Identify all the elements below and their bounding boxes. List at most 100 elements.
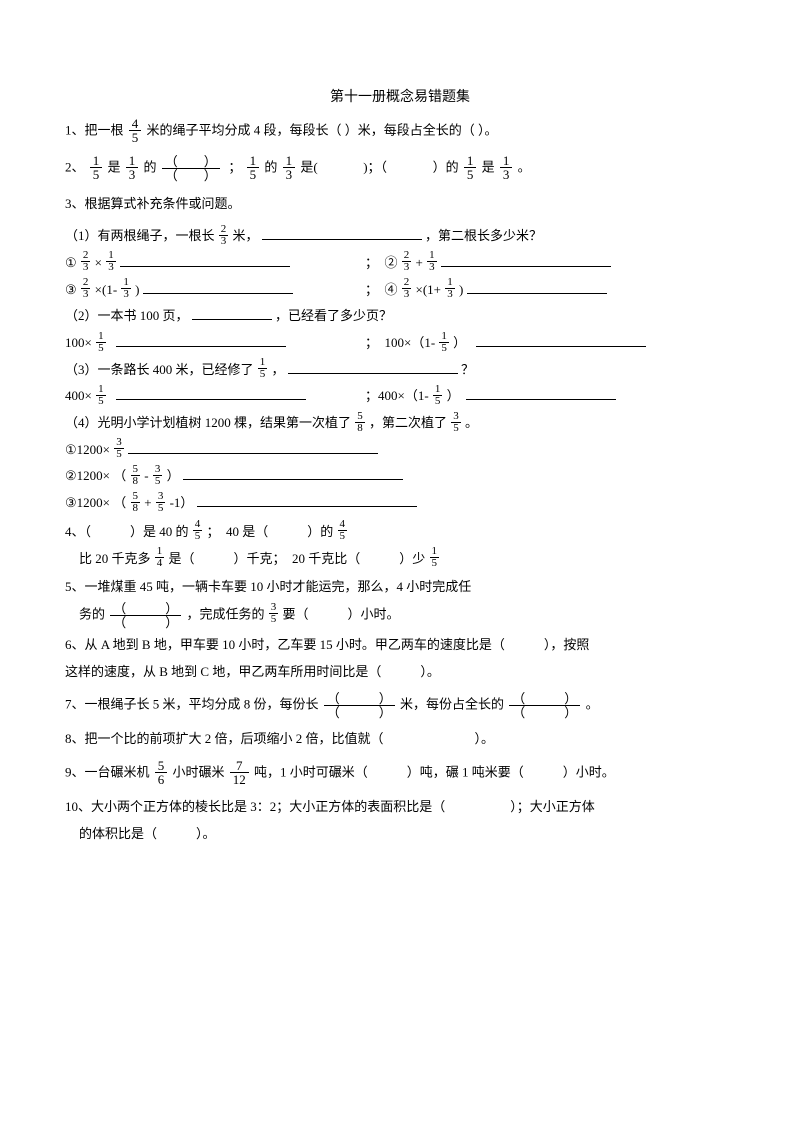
q5-label: 5、一堆煤重 45 吨，一辆卡车要 10 小时才能运完，那么，4 小时完成任 (65, 575, 735, 600)
frac: 15 (258, 357, 268, 380)
q3-row2: ③ 23 ×(1- 13 ) ； ④ 23 ×(1+ 13 ) (65, 278, 735, 303)
q3-s1: （1）有两根绳子，一根长 23 米， ，第二根长多少米？ (65, 224, 735, 249)
question-3: 3、根据算式补充条件或问题。 （1）有两根绳子，一根长 23 米， ，第二根长多… (65, 192, 735, 516)
frac: 35 (153, 464, 163, 487)
page-title: 第十一册概念易错题集 (65, 85, 735, 112)
q2-t1b: 的 (144, 159, 157, 174)
frac: 56 (155, 759, 168, 786)
q7-mid: 米，每份占全长的 (400, 697, 504, 712)
q1-mid: 米的绳子平均分成 4 段，每段长（ (147, 122, 342, 137)
frac: 23 (402, 250, 412, 273)
q3-row4: 400× 15 ；400×（1- 15 ） (65, 384, 735, 409)
q2-frac3: 15 (247, 154, 260, 181)
op: ×(1+ (416, 282, 442, 297)
q4-label: 4、（ ）是 40 的 (65, 524, 189, 539)
q2-frac1: 15 (90, 154, 103, 181)
blank (128, 441, 378, 454)
q2-t2c: )；（ (363, 159, 387, 174)
frac: 13 (445, 277, 455, 300)
question-2: 2、 15 是 13 的 （ ）（ ） ； 15 的 13 是( )；（ ）的 … (65, 155, 735, 182)
q9-label: 9、一台碾米机 (65, 764, 150, 779)
q7-end: 。 (586, 697, 599, 712)
q3-row1: ① 23 × 13 ； ② 23 + 13 (65, 251, 735, 276)
frac: 58 (131, 491, 141, 514)
blank (197, 494, 417, 507)
question-8: 8、把一个比的前项扩大 2 倍，后项缩小 2 倍，比值就（ ）。 (65, 727, 735, 752)
q3-r2a: ③ (65, 282, 77, 297)
blank (262, 227, 422, 240)
q3-s2a: （2）一本书 100 页， (65, 308, 189, 323)
question-7: 7、一根绳子长 5 米，平均分成 8 份，每份长 （ ）（ ） 米，每份占全长的… (65, 692, 735, 719)
q3-r1a: ① (65, 255, 77, 270)
frac: 58 (355, 411, 365, 434)
q3-r1b: ； ② (365, 255, 398, 270)
q4-l2a: 比 20 千克多 (79, 551, 151, 566)
cl: -1） (170, 495, 194, 510)
question-1: 1、把一根 45 米的绳子平均分成 4 段，每段长（ ）米，每段占全长的（ ）。 (65, 118, 735, 145)
q1-mid2: ）米，每段占全长的（ (345, 122, 475, 137)
q10-l2: 的体积比是（ ）。 (65, 822, 735, 847)
frac: 23 (402, 277, 412, 300)
q5-l2b: ，完成任务的 (187, 606, 265, 621)
blank (476, 334, 646, 347)
q2-t2: 的 (264, 159, 277, 174)
frac: 15 (433, 384, 443, 407)
q7-label: 7、一根绳子长 5 米，平均分成 8 份，每份长 (65, 697, 319, 712)
q3-s4b: ，第二次植了 (369, 415, 447, 430)
q3-s1b: 米， (233, 228, 259, 243)
frac: 35 (114, 437, 124, 460)
q2-t3c: 。 (518, 159, 531, 174)
pre: 100× (65, 335, 92, 350)
blank (467, 281, 607, 294)
blank (288, 361, 458, 374)
q3-s2: （2）一本书 100 页， ，已经看了多少页？ (65, 304, 735, 329)
q2-label: 2、 (65, 159, 85, 174)
pre: ③1200× （ (65, 495, 126, 510)
op: + (144, 495, 151, 510)
op: ×(1- (95, 282, 118, 297)
q3-s1-frac: 23 (219, 224, 229, 247)
frac: 15 (96, 331, 106, 354)
q1-text: 1、把一根 (65, 122, 124, 137)
blank (192, 307, 272, 320)
q4-sep: ； 40 是（ ）的 (207, 524, 334, 539)
q6-label: 6、从 A 地到 B 地，甲车要 10 小时，乙车要 15 小时。甲乙两车的速度… (65, 633, 735, 658)
question-10: 10、大小两个正方体的棱长比是 3：2；大小正方体的表面积比是（ ）；大小正方体… (65, 795, 735, 846)
blank (183, 467, 403, 480)
question-5: 5、一堆煤重 45 吨，一辆卡车要 10 小时才能运完，那么，4 小时完成任 务… (65, 575, 735, 629)
question-6: 6、从 A 地到 B 地，甲车要 10 小时，乙车要 15 小时。甲乙两车的速度… (65, 633, 735, 684)
frac: 15 (439, 331, 449, 354)
q5-l2c: 要（ ）小时。 (283, 606, 400, 621)
blank (466, 387, 616, 400)
frac: 58 (131, 464, 141, 487)
op: - (144, 468, 148, 483)
q3-r6: ②1200× （ 58 - 35 ） (65, 464, 735, 489)
pre: ②1200× （ (65, 468, 126, 483)
frac: 15 (96, 384, 106, 407)
q2-t3b: 是 (482, 159, 495, 174)
q1-frac: 45 (129, 117, 142, 144)
q5-l2a: 务的 (79, 606, 105, 621)
blank (116, 334, 286, 347)
q3-label: 3、根据算式补充条件或问题。 (65, 192, 735, 217)
q1-end: ）。 (478, 122, 498, 137)
q3-s4a: （4）光明小学计划植树 1200 棵，结果第一次植了 (65, 415, 351, 430)
q2-frac6: 13 (500, 154, 513, 181)
q3-r2b: ； ④ (365, 282, 398, 297)
pre: ①1200× (65, 442, 110, 457)
question-4: 4、（ ）是 40 的 45 ； 40 是（ ）的 45 比 20 千克多 14… (65, 520, 735, 571)
cl: ) (135, 282, 139, 297)
q3-s3b: ， (272, 362, 285, 377)
q3-s4: （4）光明小学计划植树 1200 棵，结果第一次植了 58 ，第二次植了 35 … (65, 411, 735, 436)
q6-l2: 这样的速度，从 B 地到 C 地，甲乙两车所用时间比是（ ）。 (65, 660, 735, 685)
q2-frac5: 15 (464, 154, 477, 181)
q2-frac2: 13 (126, 154, 139, 181)
cl: ） (167, 468, 180, 483)
frac: 14 (155, 546, 165, 569)
frac: 712 (230, 759, 249, 786)
q3-r7: ③1200× （ 58 + 35 -1） (65, 491, 735, 516)
pfrac: （ ）（ ） (110, 602, 181, 629)
pre: ；400×（1- (365, 388, 429, 403)
q10-label: 10、大小两个正方体的棱长比是 3：2；大小正方体的表面积比是（ ）；大小正方体 (65, 795, 735, 820)
cl: ) (459, 282, 463, 297)
